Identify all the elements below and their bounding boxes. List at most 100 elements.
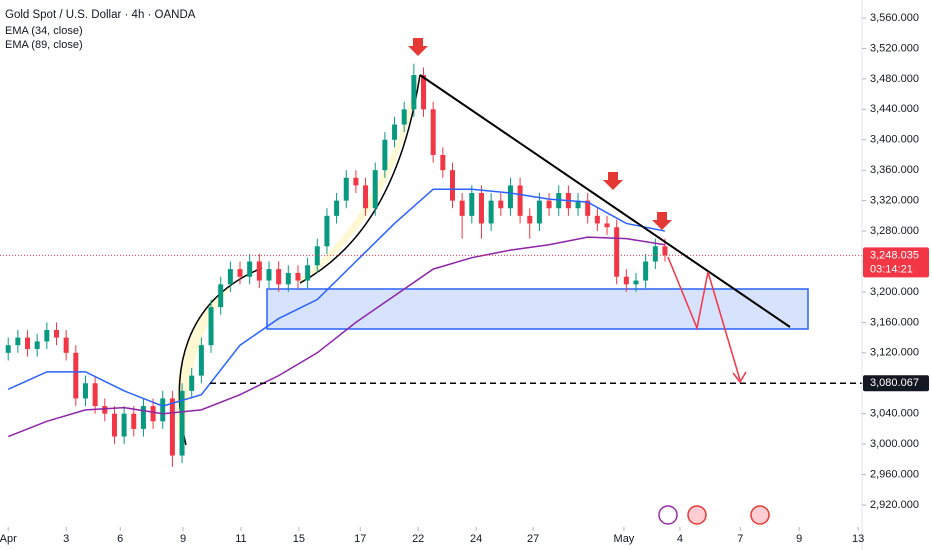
event-icon[interactable] [687,505,707,525]
candle-body [121,413,127,437]
candle-body [353,177,359,186]
y-tick-label: 3,480.000 [870,73,919,85]
candle-body [247,261,253,277]
y-tick-label: 3,360.000 [870,164,919,176]
candle-body [198,345,204,376]
y-tick-label: 3,520.000 [870,42,919,54]
candle-body [266,269,272,281]
candle-body [276,269,282,285]
candle-body [44,329,50,342]
y-tick-label: 3,280.000 [870,225,919,237]
candle-body [411,75,417,110]
x-tick-label: 3 [63,533,69,545]
y-tick-label: 2,960.000 [870,468,919,480]
candle-body [334,200,340,216]
candle-body [498,200,504,209]
candle-body [392,124,398,140]
x-tick-label: 15 [293,533,305,545]
ema-line [7,236,666,438]
event-icon[interactable] [750,505,770,525]
candle-body [517,185,523,216]
candle-body [34,341,40,350]
y-tick-label: 2,920.000 [870,499,919,511]
candle-body [150,406,156,422]
countdown: 03:14:21 [870,263,913,275]
candle-body [25,337,31,350]
y-tick-label: 3,440.000 [870,103,919,115]
y-tick-label: 3,560.000 [870,12,919,24]
candle-body [449,170,455,201]
candle-body [218,284,224,308]
candle-body [140,406,146,429]
candle-body [440,154,446,171]
curve [299,74,421,284]
candle-body [488,200,494,224]
chart-title: Gold Spot / U.S. Dollar · 4h · OANDA [5,9,196,21]
candle-body [208,307,214,346]
x-tick-label: 9 [796,533,802,545]
candle-body [54,329,60,338]
candle-body [614,227,620,277]
candle-body [594,215,600,224]
x-tick-label: 13 [852,533,864,545]
candle-body [372,170,378,209]
y-tick-label: 3,000.000 [870,438,919,450]
y-tick-label: 3,040.000 [870,408,919,420]
x-tick-label: 27 [527,533,539,545]
candle-body [536,200,542,224]
y-tick-label: 3,400.000 [870,134,919,146]
level-label: 3,080.067 [870,377,919,389]
candle-body [401,109,407,125]
price-tag [863,247,929,278]
candle-body [556,193,562,209]
candle-body [324,215,330,247]
x-tick-label: 17 [354,533,366,545]
candle-body [643,261,649,281]
candle-body [546,200,552,209]
candle-body [131,413,137,429]
arrow-head [732,371,747,384]
candle-body [227,269,233,285]
candle-body [363,185,369,209]
legend-entry: EMA (89, close) [5,39,83,51]
y-tick-label: 3,120.000 [870,347,919,359]
candle-body [92,383,98,407]
candle-body [421,75,427,110]
down-arrow [408,38,428,56]
candle-body [160,398,166,422]
candle-body [575,200,581,209]
candle-body [652,246,658,262]
down-arrow [603,172,623,190]
x-tick-label: 9 [180,533,186,545]
y-tick-label: 3,160.000 [870,316,919,328]
x-tick-label: 6 [117,533,123,545]
candle-body [623,276,629,285]
y-tick-label: 3,320.000 [870,195,919,207]
candle-body [604,223,610,228]
candle-body [111,413,117,437]
candle-body [73,352,79,399]
x-tick-label: 24 [470,533,482,545]
candle-body [237,269,243,277]
candle-body [662,246,668,256]
projection [667,256,741,381]
candle-body [382,139,388,171]
candle-body [314,246,320,266]
candle-body [285,272,291,285]
candle-body [305,265,311,281]
event-icon[interactable] [658,505,678,525]
x-tick-label: 11 [235,533,246,545]
trendline [419,74,791,328]
candle-body [82,383,88,399]
candle-body [633,280,639,285]
candle-body [507,185,513,209]
legend-entry: EMA (34, close) [5,25,83,37]
candle-body [189,375,195,391]
x-tick-label: May [614,533,635,545]
candle-body [15,337,21,346]
ema-line [7,188,666,407]
level-tag [863,375,929,392]
x-tick-label: 4 [677,533,683,545]
